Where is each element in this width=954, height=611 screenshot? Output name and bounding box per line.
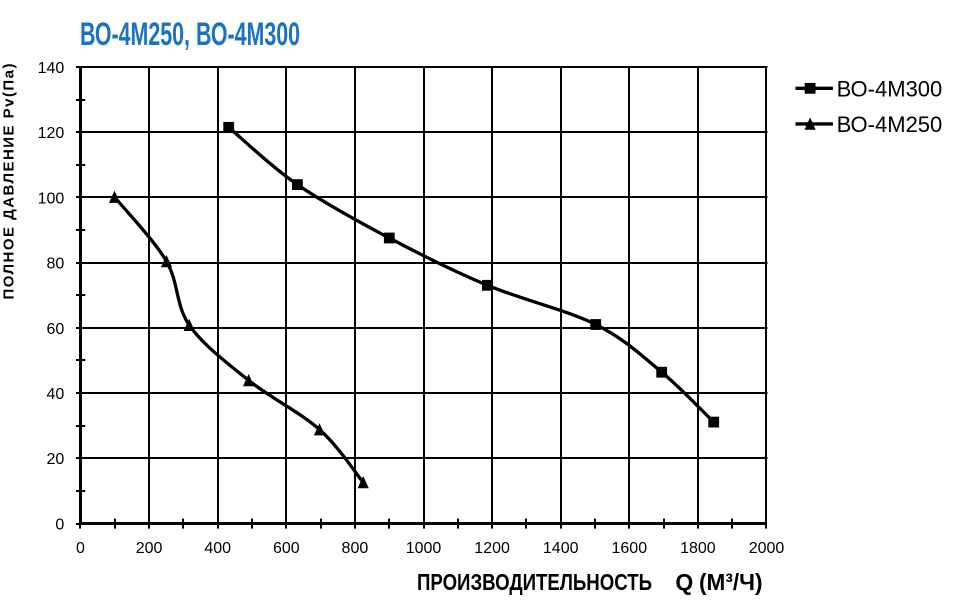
svg-text:100: 100 [38,190,65,207]
svg-text:ПРОИЗВОДИТЕЛЬНОСТЬ: ПРОИЗВОДИТЕЛЬНОСТЬ [417,569,652,595]
svg-text:20: 20 [47,451,65,468]
svg-text:ВО-4М250, ВО-4М300: ВО-4М250, ВО-4М300 [80,16,300,52]
svg-text:0: 0 [76,540,85,557]
svg-text:1600: 1600 [612,540,648,557]
svg-text:2000: 2000 [749,540,785,557]
svg-text:ПОЛНОЕ ДАВЛЕНИЕ Pv(Па): ПОЛНОЕ ДАВЛЕНИЕ Pv(Па) [1,64,18,300]
svg-text:140: 140 [38,60,65,77]
svg-text:ВО-4М250: ВО-4М250 [837,112,943,137]
svg-text:600: 600 [273,540,300,557]
svg-text:200: 200 [136,540,163,557]
svg-text:1200: 1200 [474,540,510,557]
svg-text:800: 800 [342,540,369,557]
svg-text:400: 400 [204,540,231,557]
svg-text:1000: 1000 [406,540,442,557]
svg-text:80: 80 [47,256,65,273]
svg-text:ВО-4М300: ВО-4М300 [837,76,943,101]
svg-text:Q: Q [675,569,693,595]
svg-text:60: 60 [47,321,65,338]
svg-text:40: 40 [47,386,65,403]
svg-text:1800: 1800 [680,540,716,557]
svg-text:0: 0 [55,516,64,533]
svg-text:120: 120 [38,125,65,142]
svg-text:(М³/Ч): (М³/Ч) [699,569,763,595]
svg-text:1400: 1400 [543,540,579,557]
